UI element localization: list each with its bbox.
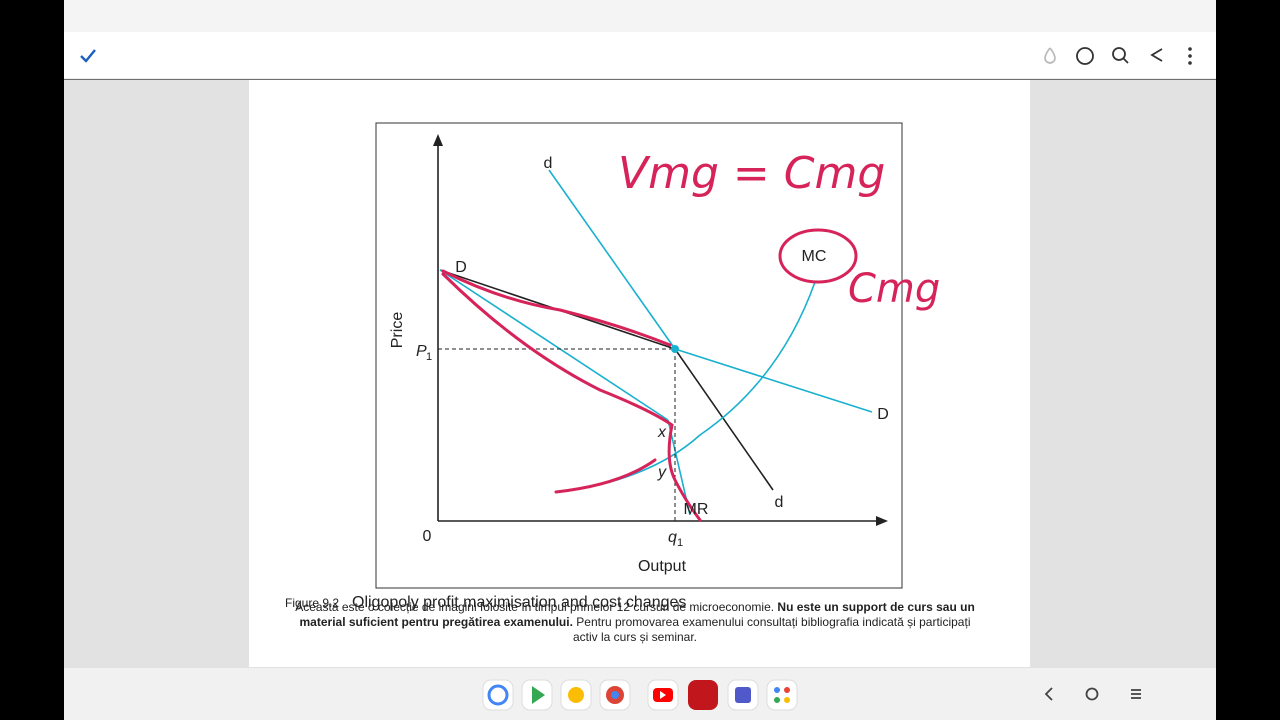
d-curve-upper: [548, 169, 676, 350]
label: D: [877, 406, 889, 423]
ink-MC: [554, 458, 657, 494]
nav-back[interactable]: [1044, 687, 1053, 701]
label: 0: [423, 528, 432, 545]
nav-home[interactable]: [1085, 687, 1099, 701]
kink-point: [671, 345, 679, 353]
y-arrow: [433, 134, 443, 146]
label: P: [416, 343, 427, 360]
notice-text: Pentru promovarea examenului consultați …: [572, 615, 971, 644]
status-bar: [64, 0, 1216, 32]
label: 1: [677, 537, 683, 549]
label: y: [657, 464, 667, 481]
notice-bold: Nu este un support de curs sau un materi…: [299, 600, 975, 629]
x-arrow: [876, 516, 888, 526]
app-google[interactable]: [482, 679, 514, 711]
label: q: [668, 529, 677, 546]
search-handle: [1122, 57, 1129, 64]
label: x: [657, 424, 667, 441]
annotation: Cmg: [848, 266, 940, 312]
figure-frame: [375, 122, 903, 589]
caption-title: Oligopoly profit maximisation and cost c…: [352, 594, 686, 611]
ink-MR: [441, 272, 702, 522]
label: MR: [684, 501, 709, 518]
axis-label: Output: [638, 558, 687, 575]
done-button[interactable]: [80, 49, 96, 63]
app-acrobat[interactable]: [688, 680, 718, 710]
dock: [482, 679, 798, 711]
page: [249, 80, 1030, 667]
caption-number: Figure 9.2: [285, 596, 339, 610]
handwriting: [441, 228, 858, 522]
app-drawer[interactable]: [766, 679, 798, 711]
label: d: [544, 155, 553, 172]
diagram: [433, 134, 888, 526]
notice: Această este o colecție de imagini folos…: [290, 600, 980, 645]
toolbar: [64, 32, 1216, 79]
notice-text: Această este o colecție de imagini folos…: [295, 600, 778, 614]
label: MC: [802, 248, 827, 265]
share-icon[interactable]: [1150, 48, 1163, 62]
comment-icon[interactable]: [1076, 47, 1094, 65]
nav-recent[interactable]: [1131, 689, 1141, 699]
reading-mode-icon[interactable]: [1044, 47, 1056, 64]
nav-bar: [64, 668, 1216, 720]
ink-D: [441, 269, 672, 347]
axis-label: Price: [389, 312, 406, 349]
ink-circle: [778, 228, 858, 284]
d-curve-lower: [674, 348, 774, 491]
D-curve-lower: [674, 348, 873, 413]
label: D: [455, 259, 467, 276]
annotation: Vmg = Cmg: [618, 148, 885, 199]
search-icon[interactable]: [1112, 47, 1126, 61]
label: 1: [426, 351, 432, 363]
mr-upper: [439, 269, 669, 421]
label: d: [775, 494, 784, 511]
